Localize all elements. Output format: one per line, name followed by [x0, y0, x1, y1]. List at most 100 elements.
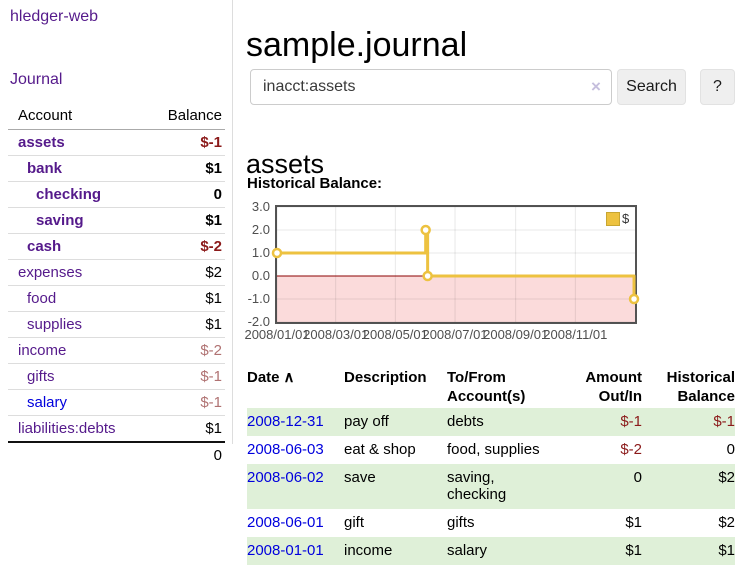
- transaction-accounts: food, supplies: [447, 441, 540, 458]
- amount-header-line2: Out/In: [598, 388, 642, 405]
- account-balance: $-2: [149, 233, 225, 260]
- account-balance: $-1: [149, 363, 225, 390]
- x-axis-tick-label: 2008/05/01: [362, 327, 428, 342]
- account-balance: $-1: [149, 129, 225, 156]
- transaction-date-link[interactable]: 2008-06-01: [247, 514, 324, 531]
- table-row: salary $-1: [8, 389, 225, 416]
- register-header-description: Description: [344, 369, 427, 386]
- accounts-header-row: Account Balance: [8, 103, 225, 130]
- sidebar-account-salary[interactable]: salary: [27, 394, 68, 411]
- table-row: 2008-01-01 income salary $1 $1: [247, 537, 735, 565]
- sidebar-account-income[interactable]: income: [18, 342, 67, 359]
- register-header-account: To/From Account(s): [447, 366, 565, 408]
- table-row: cash $-2: [8, 233, 225, 260]
- accounts-header-account: Account: [8, 103, 150, 130]
- y-axis-tick-label: -2.0: [247, 314, 270, 329]
- sidebar-account-supplies[interactable]: supplies: [27, 316, 83, 333]
- x-axis-tick-label: 2008/01/01: [244, 327, 310, 342]
- transaction-date-link[interactable]: 2008-01-01: [247, 542, 324, 559]
- account-balance: $2: [149, 259, 225, 286]
- help-button[interactable]: ?: [700, 69, 735, 105]
- sidebar-account-food[interactable]: food: [27, 290, 57, 307]
- transaction-date-link[interactable]: 2008-06-02: [247, 469, 324, 486]
- transaction-amount: $-2: [620, 441, 642, 458]
- table-row: 2008-06-01 gift gifts $1 $2: [247, 509, 735, 537]
- app-brand-link[interactable]: hledger-web: [10, 8, 99, 25]
- sidebar-account-gifts[interactable]: gifts: [27, 368, 55, 385]
- account-balance: 0: [149, 181, 225, 208]
- transaction-amount: $1: [625, 542, 642, 559]
- accounts-header-balance: Balance: [149, 103, 225, 130]
- transaction-description: gift: [344, 514, 365, 531]
- table-row: income $-2: [8, 337, 225, 364]
- x-axis-tick-label: 2008/09/01: [483, 327, 549, 342]
- x-axis-tick-label: 2008/11/01: [543, 327, 608, 342]
- table-row: 2008-12-31 pay off debts $-1 $-1: [247, 408, 735, 436]
- sidebar-account-cash[interactable]: cash: [27, 238, 62, 255]
- transaction-description: pay off: [344, 413, 389, 430]
- register-header-amount: Amount Out/In: [565, 366, 642, 408]
- legend-swatch-icon: [606, 211, 620, 226]
- account-heading: assets: [246, 149, 325, 180]
- transaction-accounts: debts: [447, 413, 484, 430]
- sidebar-accounts-table: Account Balance assets $-1 bank $1 check…: [8, 103, 225, 468]
- sidebar-item-journal[interactable]: Journal: [10, 71, 63, 88]
- transaction-balance: $2: [718, 514, 735, 531]
- transaction-description: eat & shop: [344, 441, 416, 458]
- sidebar-account-bank[interactable]: bank: [27, 160, 63, 177]
- table-row: saving $1: [8, 207, 225, 234]
- table-row: liabilities:debts $1: [8, 415, 225, 443]
- accounts-total-row: 0: [8, 441, 225, 468]
- transaction-amount: $1: [625, 514, 642, 531]
- legend-label: $: [622, 211, 630, 226]
- sidebar: hledger-web Journal Account Balance asse…: [0, 0, 233, 468]
- account-header-line1: To/From: [447, 369, 506, 386]
- transaction-accounts: saving, checking: [447, 469, 507, 503]
- table-row: 2008-06-03 eat & shop food, supplies $-2…: [247, 436, 735, 464]
- account-balance: $1: [149, 285, 225, 312]
- date-header-label: Date: [247, 369, 280, 386]
- table-row: expenses $2: [8, 259, 225, 286]
- transaction-date-link[interactable]: 2008-12-31: [247, 413, 324, 430]
- y-axis-tick-label: -1.0: [247, 291, 270, 306]
- transaction-description: save: [344, 469, 376, 486]
- search-input[interactable]: [250, 69, 612, 105]
- balance-header-line2: Balance: [677, 388, 735, 405]
- y-axis-tick-label: 2.0: [251, 222, 270, 237]
- account-balance: $-2: [149, 337, 225, 364]
- account-balance: $1: [149, 311, 225, 338]
- transaction-balance: $-1: [713, 413, 735, 430]
- chart-title: Historical Balance:: [247, 175, 383, 192]
- x-axis-tick-label: 2008/03/01: [303, 327, 369, 342]
- table-row: supplies $1: [8, 311, 225, 338]
- balance-header-line1: Historical: [666, 369, 735, 386]
- account-balance: $-1: [149, 389, 225, 416]
- accounts-total-value: 0: [149, 441, 225, 468]
- clear-search-icon[interactable]: ×: [591, 77, 601, 96]
- register-header-date[interactable]: Date ∧: [247, 366, 344, 408]
- account-balance: $1: [149, 415, 225, 443]
- transaction-amount: $-1: [620, 413, 642, 430]
- page-title: sample.journal: [246, 25, 468, 64]
- table-row: checking 0: [8, 181, 225, 208]
- transaction-balance: $1: [718, 542, 735, 559]
- transaction-date-link[interactable]: 2008-06-03: [247, 441, 324, 458]
- table-row: gifts $-1: [8, 363, 225, 390]
- x-axis-tick-label: 2008/07/01: [422, 327, 488, 342]
- table-row: assets $-1: [8, 129, 225, 156]
- sidebar-account-saving[interactable]: saving: [36, 212, 84, 229]
- register-header-row: Date ∧ Description To/From Account(s) Amo…: [247, 366, 735, 408]
- sidebar-account-assets[interactable]: assets: [18, 134, 65, 151]
- sidebar-account-expenses[interactable]: expenses: [18, 264, 83, 281]
- sidebar-account-liabilities-debts[interactable]: liabilities:debts: [18, 420, 116, 437]
- y-axis-tick-label: 1.0: [251, 245, 270, 260]
- chart-y-axis: 3.0 2.0 1.0 0.0 -1.0 -2.0: [234, 199, 270, 329]
- search-button[interactable]: Search: [617, 69, 686, 105]
- amount-header-line1: Amount: [585, 369, 642, 386]
- transaction-balance: 0: [726, 441, 735, 458]
- chart-plot-area: [271, 206, 640, 323]
- sidebar-account-checking[interactable]: checking: [36, 186, 102, 203]
- account-balance: $1: [149, 155, 225, 182]
- y-axis-tick-label: 3.0: [251, 199, 270, 214]
- transaction-amount: 0: [633, 469, 642, 486]
